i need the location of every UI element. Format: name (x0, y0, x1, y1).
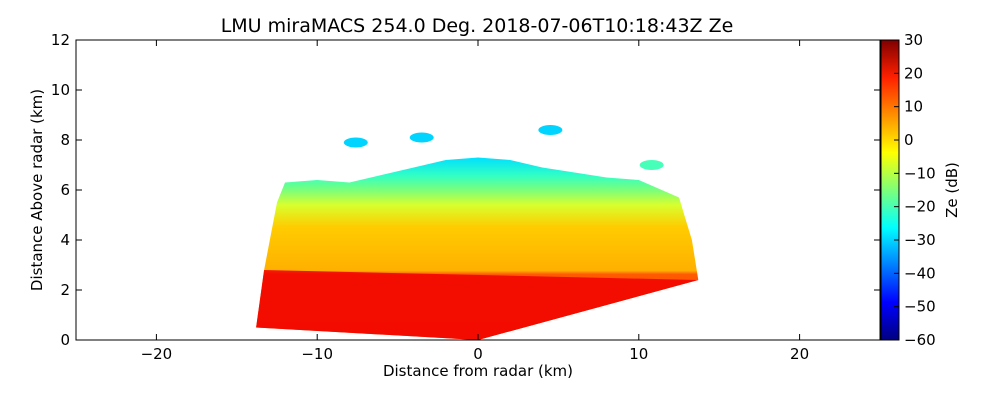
y-tick-label: 8 (60, 131, 70, 149)
colorbar-label: Ze (dB) (943, 162, 961, 218)
isolated-echo (343, 137, 368, 148)
colorbar-tick-label: −30 (904, 231, 936, 249)
colorbar-tick-label: 10 (904, 98, 923, 116)
colorbar-tick-label: −40 (904, 264, 936, 282)
colorbar-tick-label: 30 (904, 31, 923, 49)
colorbar-tick-label: −50 (904, 298, 936, 316)
y-axis-ticks: 0 2 4 6 8 10 12 (51, 31, 880, 349)
colorbar-gradient (880, 39, 900, 341)
isolated-echo (538, 125, 563, 135)
plot-area: −20 −10 0 10 20 0 2 4 6 8 10 12 (51, 31, 881, 363)
colorbar-tick-label: −60 (904, 331, 936, 349)
x-tick-label: 20 (790, 345, 809, 363)
colorbar-tick-label: 0 (904, 131, 914, 149)
colorbar-ticks: −60 −50 −40 −30 −20 −10 0 10 20 30 (894, 31, 936, 349)
colorbar-tick-label: −10 (904, 164, 936, 182)
colorbar-tick-label: −20 (904, 198, 936, 216)
isolated-echo (409, 132, 434, 143)
reflectivity-field (256, 125, 699, 340)
y-axis-label: Distance Above radar (km) (28, 89, 46, 291)
y-tick-label: 12 (51, 31, 70, 49)
x-tick-label: 10 (629, 345, 648, 363)
x-tick-label: −10 (301, 345, 333, 363)
x-tick-label: −20 (141, 345, 173, 363)
chart-title: LMU miraMACS 254.0 Deg. 2018-07-06T10:18… (221, 15, 734, 37)
rain-layer (256, 270, 699, 340)
y-tick-label: 2 (60, 281, 70, 299)
colorbar: −60 −50 −40 −30 −20 −10 0 10 20 30 Ze (dB) (880, 31, 961, 349)
x-axis-ticks: −20 −10 0 10 20 (141, 40, 809, 363)
y-tick-label: 0 (60, 331, 70, 349)
y-tick-label: 6 (60, 181, 70, 199)
y-tick-label: 10 (51, 81, 70, 99)
x-tick-label: 0 (473, 345, 483, 363)
x-axis-label: Distance from radar (km) (383, 362, 573, 380)
isolated-echo (639, 160, 664, 170)
y-tick-label: 4 (60, 231, 70, 249)
colorbar-tick-label: 20 (904, 64, 923, 82)
